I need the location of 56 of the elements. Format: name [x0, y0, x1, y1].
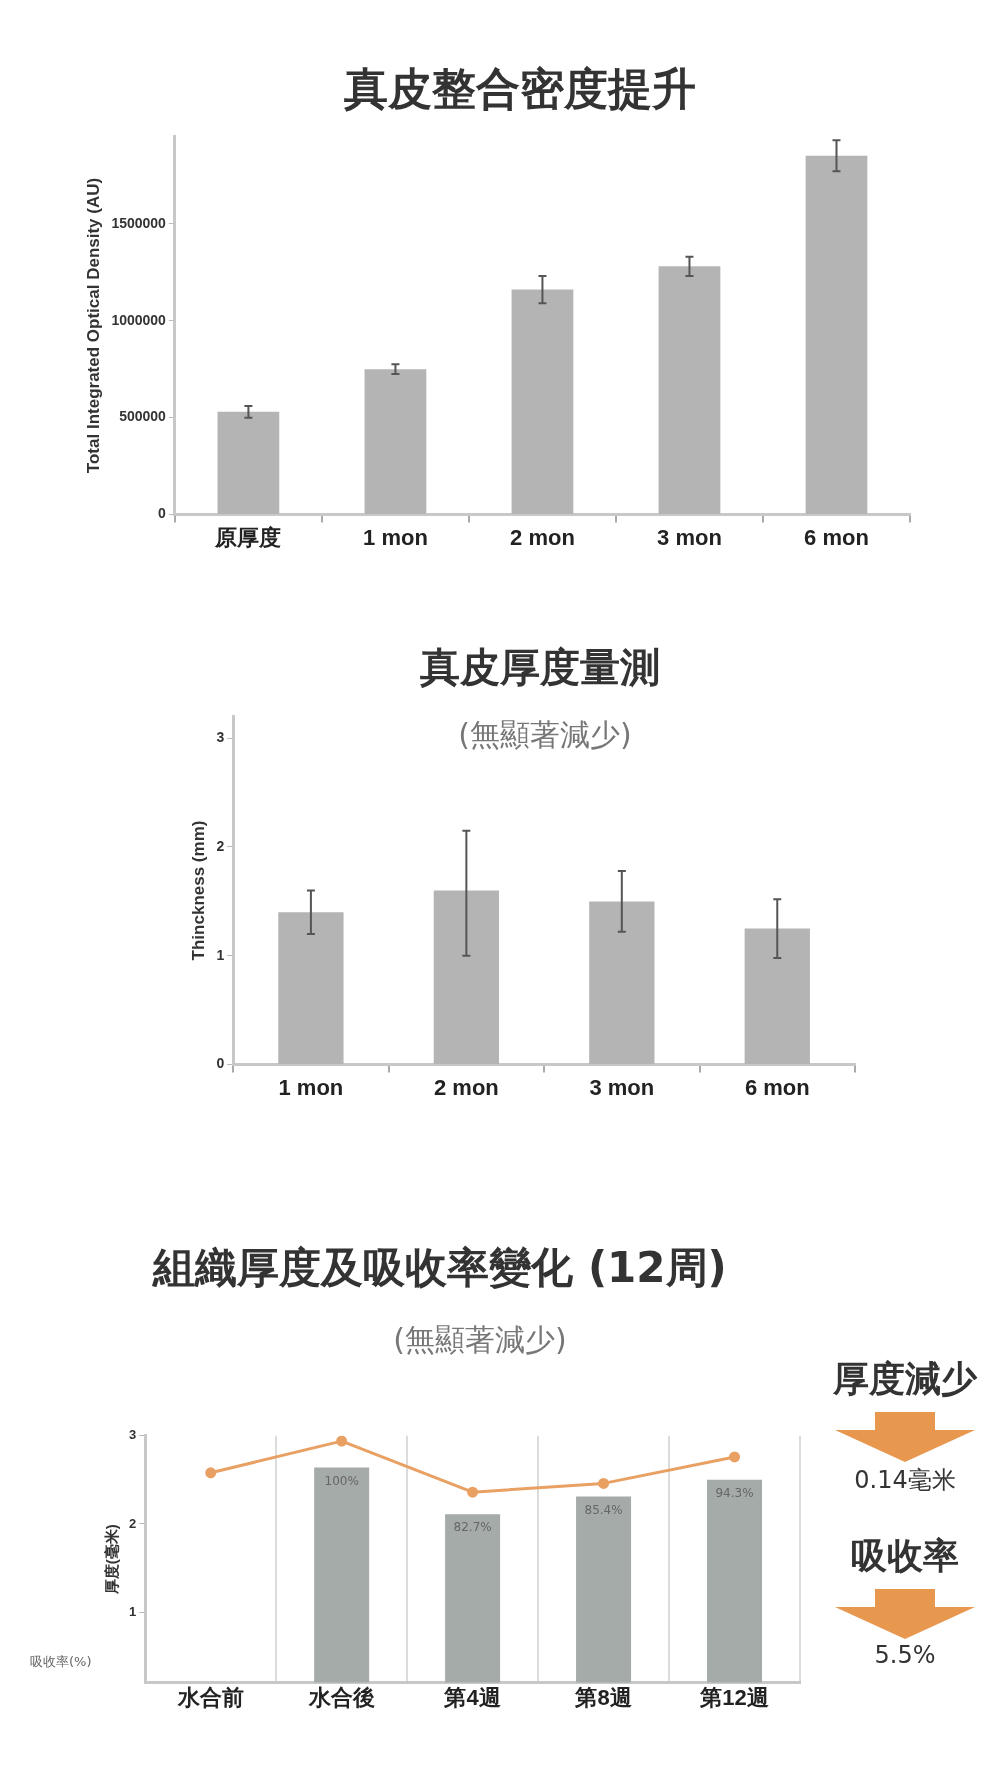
annotation: 82.7%	[453, 1520, 492, 1535]
x-tick-label: 2 mon	[433, 1074, 499, 1100]
x-tick-label: 6 mon	[804, 524, 869, 550]
x-tick-label: 第4週	[443, 1684, 501, 1710]
y-tick-label: 2	[216, 837, 225, 854]
annotation: 94.3%	[715, 1486, 754, 1500]
y-tick-label: 1	[129, 1603, 137, 1619]
bar	[744, 928, 810, 1065]
bar	[589, 901, 655, 1065]
text: 吸收率(%)	[30, 1653, 92, 1671]
annotation: 85.4%	[584, 1502, 623, 1517]
bar	[278, 912, 344, 1065]
annotation: 100%	[324, 1473, 359, 1488]
x-tick-label: 原厚度	[214, 524, 282, 550]
y-tick-label: 0	[158, 505, 167, 522]
text: 0.14毫米	[853, 1465, 957, 1496]
chart-title: 組織厚度及吸收率變化 (12周)	[151, 1242, 728, 1294]
point	[598, 1477, 610, 1489]
x-tick-label: 1 mon	[278, 1074, 344, 1100]
x-tick-label: 3 mon	[657, 524, 722, 550]
x-tick-label: 3 mon	[589, 1074, 655, 1100]
y-axis-title: 厚度(毫米)	[103, 1524, 121, 1596]
x-tick-label: 水合前	[176, 1684, 244, 1710]
point	[205, 1467, 217, 1479]
chart-subtitle: (無顯著減少)	[393, 1322, 567, 1357]
point	[729, 1451, 741, 1463]
y-tick-label: 3	[216, 729, 225, 746]
y-tick-label: 1	[216, 946, 225, 963]
y-tick-label: 500000	[119, 408, 167, 425]
text: 吸收率	[850, 1534, 960, 1578]
y-tick-label: 1000000	[111, 311, 167, 328]
bar	[364, 369, 427, 515]
chart-title: 真皮整合密度提升	[343, 62, 697, 116]
bar	[511, 289, 574, 515]
y-tick-label: 0	[216, 1055, 225, 1072]
text: 5.5%	[873, 1641, 937, 1669]
y-axis-title: Thinckness (mm)	[188, 820, 208, 961]
bar	[433, 890, 500, 1065]
point	[336, 1435, 348, 1447]
x-tick-label: 1 mon	[363, 524, 428, 550]
point	[467, 1486, 479, 1498]
bar	[658, 266, 721, 515]
x-tick-label: 第12週	[699, 1684, 769, 1710]
y-tick-label: 3	[129, 1427, 137, 1443]
chart-subtitle: (無顯著減少)	[458, 717, 632, 752]
y-axis-title: Total Integrated Optical Density (AU)	[83, 177, 103, 474]
x-tick-label: 6 mon	[744, 1074, 810, 1100]
x-tick-label: 第8週	[574, 1684, 632, 1710]
bar	[805, 155, 868, 515]
y-tick-label: 2	[129, 1515, 137, 1531]
chart-title: 真皮厚度量測	[419, 643, 661, 692]
y-tick-label: 1500000	[111, 214, 167, 231]
text: 厚度減少	[832, 1357, 979, 1401]
x-tick-label: 水合後	[307, 1684, 375, 1710]
x-tick-label: 2 mon	[510, 524, 575, 550]
bar	[217, 411, 280, 515]
